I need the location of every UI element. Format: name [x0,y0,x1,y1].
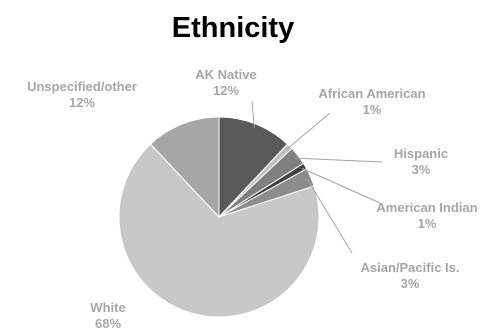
slice-label: Hispanic [394,146,448,161]
slice-value-label: 12% [69,95,95,110]
pie-slice-ak-native [218,116,289,219]
slice-label: White [90,300,125,315]
slice-label: African American [318,86,425,101]
slice-value-label: 12% [213,83,239,98]
pie-slice-unspecified-other [149,116,220,219]
slice-value-label: 1% [363,102,382,117]
leader-line [251,100,255,128]
slice-value-label: 1% [418,216,437,231]
chart-title: Ethnicity [172,12,294,44]
leader-line [306,178,353,254]
leader-line [286,112,331,150]
leader-line [301,167,381,204]
slice-value-label: 3% [401,276,420,291]
slice-label: American Indian [376,200,477,215]
slice-label: Unspecified/other [27,79,137,94]
leader-lines [251,100,383,254]
leader-line [294,157,383,163]
pie-slice-white [118,143,320,318]
slice-label: AK Native [195,67,256,82]
slice-label: Asian/Pacific Is. [361,260,460,275]
pie-slices [118,116,320,318]
slice-value-label: 3% [412,162,431,177]
slice-value-label: 68% [95,316,121,331]
